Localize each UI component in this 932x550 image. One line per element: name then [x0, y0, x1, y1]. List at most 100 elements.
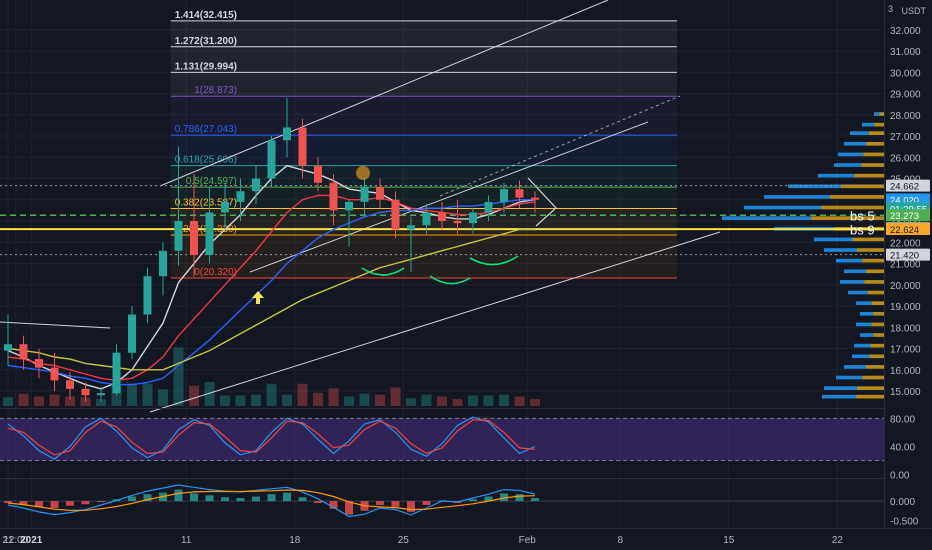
candle-body — [81, 388, 90, 396]
volume-profile-bar — [873, 333, 884, 337]
volume-profile-bar — [867, 290, 884, 295]
trend-line — [0, 321, 111, 329]
stochastic-tick-label: 80.00 — [890, 414, 915, 425]
channel-dashed-line — [439, 95, 681, 197]
macd-tick-label: 0.000 — [890, 497, 915, 508]
fib-band — [170, 20, 677, 47]
macd-histogram-bar — [329, 501, 338, 509]
macd-histogram-bar — [35, 501, 43, 507]
candle-body — [515, 189, 524, 198]
annotations: bs 5bs 9 — [252, 166, 875, 304]
candle-body — [453, 221, 462, 224]
fib-band — [170, 187, 677, 209]
highlight-circle — [356, 166, 370, 180]
channel-upper-line — [159, 0, 609, 187]
macd-histogram-bar — [19, 501, 28, 505]
macd-histogram-bar — [500, 493, 508, 502]
volume-bar — [359, 393, 370, 406]
volume-bar — [34, 396, 44, 406]
macd-histogram-bar — [50, 501, 59, 509]
volume-profile-bar — [852, 354, 870, 359]
volume-bar — [158, 389, 168, 406]
volume-bar — [297, 383, 308, 406]
volume-profile-bar — [857, 386, 884, 390]
volume-profile-bar — [818, 173, 855, 178]
time-tick-label: 25 — [398, 535, 410, 546]
macd-histogram-bar — [515, 494, 524, 502]
macd-histogram-bar — [376, 501, 384, 505]
fib-band — [170, 72, 677, 97]
price-tick-label: 20.000 — [890, 281, 921, 292]
candle-body — [500, 189, 508, 202]
volume-profile-bar — [862, 375, 884, 380]
channel-lower-line — [149, 231, 721, 413]
price-tag-label: 23.273 — [890, 211, 919, 222]
volume-profile-bar — [824, 386, 857, 390]
candle-body — [19, 344, 28, 360]
multiplier-label: 3 — [888, 4, 893, 14]
volume-profile-bar — [868, 131, 884, 135]
volume-bar — [251, 394, 261, 406]
stochastic-line — [7, 419, 536, 456]
macd-histogram-bar — [314, 501, 322, 504]
volume-bar — [18, 393, 29, 406]
volume-bar — [483, 395, 494, 406]
volume-profile-bar — [854, 173, 884, 178]
fib-label: 1.414(32.415) — [175, 10, 237, 21]
price-tag-label: 24.662 — [890, 182, 919, 193]
volume-profile-bar — [860, 333, 874, 337]
volume-profile-bar — [856, 394, 884, 399]
price-axis-background — [884, 0, 932, 550]
volume-bar — [65, 396, 75, 406]
volume-profile-bar — [822, 394, 857, 399]
candle-body — [283, 127, 291, 141]
volume-profile-bar — [870, 343, 884, 348]
volume-profile-bar — [879, 112, 884, 116]
volume-profile-bar — [844, 141, 866, 146]
candle-body — [221, 201, 229, 213]
volume-bar — [127, 383, 137, 406]
volume-profile-bar — [856, 322, 872, 327]
time-tick-label: 2021 — [20, 535, 43, 546]
macd-histogram-bar — [298, 497, 307, 502]
volume-bar — [421, 394, 432, 406]
volume-bar — [313, 392, 323, 406]
volume-profile-bar — [861, 163, 884, 167]
volume-bar — [282, 394, 292, 406]
candlesticks — [4, 97, 539, 402]
volume-bar — [142, 383, 153, 406]
candle-body — [97, 393, 105, 396]
volume-profile-bar — [871, 301, 884, 305]
stochastic-panel — [0, 416, 884, 461]
volume-profile-bar — [824, 248, 857, 252]
volume-bar — [406, 398, 416, 406]
volume-profile-bar — [866, 269, 884, 274]
macd-histogram-bar — [252, 496, 260, 502]
fib-label: 1.272(31.200) — [175, 36, 237, 47]
price-tags: 24.66224.02001:29:5523.27322.67222.62421… — [886, 179, 930, 262]
candle-body — [267, 140, 276, 179]
volume-bar — [437, 396, 447, 406]
volume-bar — [328, 388, 339, 406]
macd-histogram-bar — [4, 501, 12, 504]
volume-profile-bar — [830, 195, 884, 199]
fib-label: 0.618(25.606) — [175, 155, 237, 166]
volume-bar — [390, 387, 401, 406]
macd-histogram-bar — [190, 493, 198, 502]
moving-average-line — [7, 194, 536, 382]
macd-histogram-bar — [407, 501, 415, 512]
volume-profile-bar — [856, 301, 872, 305]
volume-profile-bar — [869, 354, 884, 359]
candle-body — [252, 178, 260, 192]
volume-profile-bar — [821, 205, 884, 210]
price-tick-label: 15.000 — [890, 387, 921, 398]
candle-body — [438, 212, 446, 221]
volume-profile-bar — [834, 163, 862, 167]
macd-histogram-bar — [66, 501, 74, 506]
stochastic-band — [0, 418, 884, 461]
stochastic-tick-label: 40.00 — [890, 442, 915, 453]
volume-bar — [3, 397, 13, 406]
